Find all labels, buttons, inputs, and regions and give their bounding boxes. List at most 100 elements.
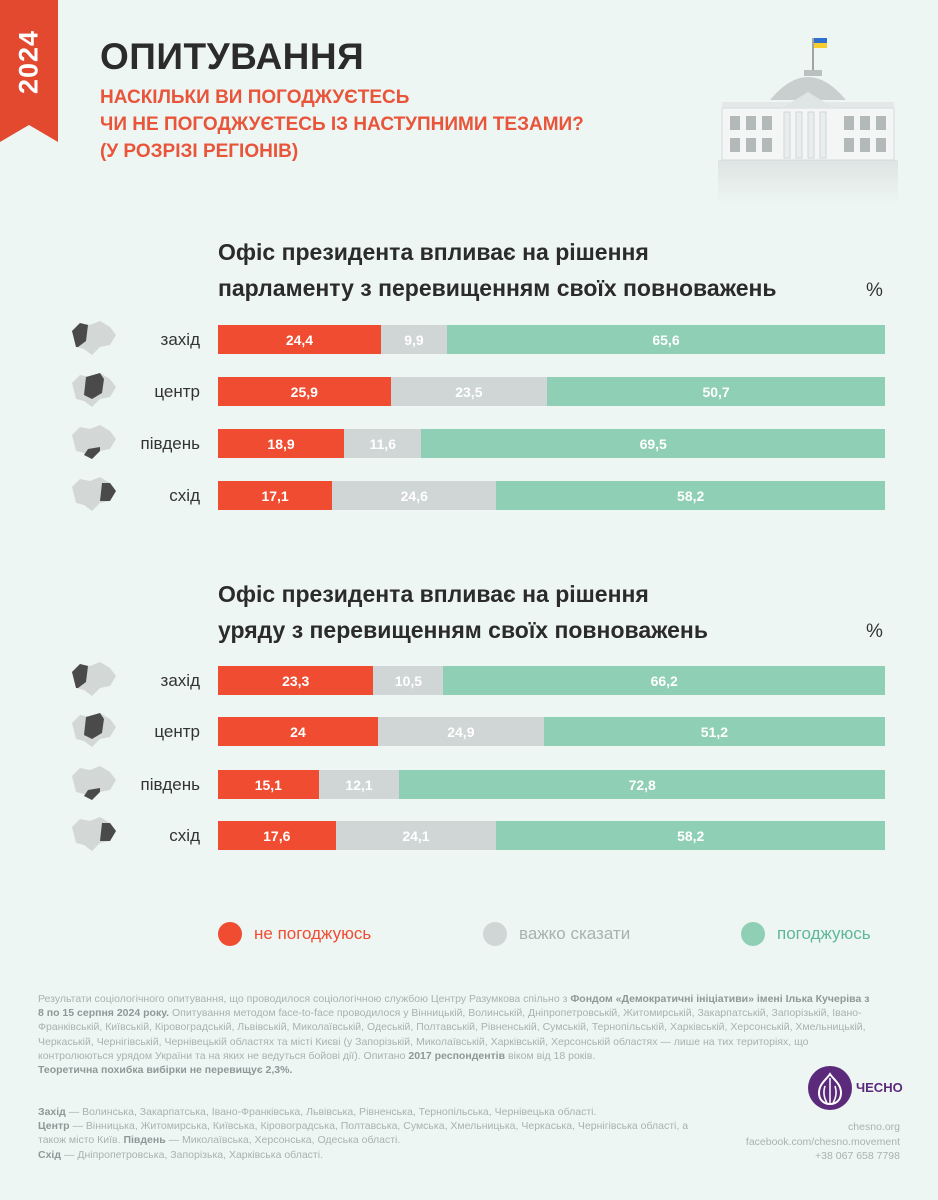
page-subtitle: НАСКІЛЬКИ ВИ ПОГОДЖУЄТЕСЬ ЧИ НЕ ПОГОДЖУЄ… xyxy=(100,84,584,165)
legend-swatch xyxy=(741,922,765,946)
data-label: 24,4 xyxy=(285,331,314,348)
legend-label: важко сказати xyxy=(519,924,631,943)
data-label: 23,3 xyxy=(282,672,310,689)
region-label: південь xyxy=(140,775,200,794)
data-label: 24,6 xyxy=(400,487,428,504)
chart-title-line: Офіс президента впливає на рішення xyxy=(218,239,649,265)
bar-segment-disagree: 24,4 xyxy=(218,325,381,354)
data-label: 69,5 xyxy=(639,435,667,452)
note-text: Опитування методом face-to-face проводил… xyxy=(38,1007,866,1062)
region-label: захід xyxy=(160,330,200,349)
page-title: ОПИТУВАННЯ xyxy=(100,36,365,77)
chart-2-title: Офіс президента впливає на рішення уряду… xyxy=(218,576,708,648)
data-label: 24,9 xyxy=(447,723,475,740)
data-label: 17,6 xyxy=(263,827,291,844)
stacked-bar: 24,4 9,9 65,6 xyxy=(218,325,885,354)
chart-row: схід 17,6 24,1 58,2 xyxy=(70,817,886,851)
bar-segment-hard-to-say: 24,6 xyxy=(332,481,497,510)
data-label: 65,6 xyxy=(652,331,680,348)
chesno-logo-icon xyxy=(808,1066,852,1110)
stacked-bar: 24 24,9 51,2 xyxy=(218,717,885,746)
bar-segment-disagree: 17,1 xyxy=(218,481,333,510)
legend-swatch xyxy=(483,922,507,946)
chart-row: захід 23,3 10,5 66,2 xyxy=(70,662,886,696)
region-name: Південь xyxy=(123,1134,166,1147)
unit-label: % xyxy=(866,621,883,642)
year-label: 2024 xyxy=(13,29,44,95)
subtitle-line: ЧИ НЕ ПОГОДЖУЄТЕСЬ ІЗ НАСТУПНИМИ ТЕЗАМИ? xyxy=(100,114,584,135)
unit-label: % xyxy=(866,280,883,301)
data-label: 58,2 xyxy=(677,827,705,844)
region-label: південь xyxy=(140,434,200,453)
year-ribbon xyxy=(0,0,58,142)
bar-segment-hard-to-say: 24,1 xyxy=(335,821,497,850)
region-text: — Волинська, Закарпатська, Івано-Франків… xyxy=(65,1106,597,1118)
ukraine-east-map-icon xyxy=(72,817,116,851)
note-text: віком від 18 років. xyxy=(505,1049,596,1062)
ukraine-south-map-icon xyxy=(72,425,116,459)
note-bold: Теоретична похибка вибірки не перевищує … xyxy=(38,1064,293,1077)
data-label: 58,2 xyxy=(677,487,705,504)
bar-segment-hard-to-say: 23,5 xyxy=(390,377,548,406)
legend-swatch xyxy=(218,922,242,946)
bar-segment-hard-to-say: 9,9 xyxy=(380,325,447,354)
bar-segment-hard-to-say: 10,5 xyxy=(373,666,444,695)
data-label: 15,1 xyxy=(254,776,282,793)
bar-segment-agree: 51,2 xyxy=(543,717,885,746)
garlic-icon xyxy=(817,1072,843,1106)
regions-note: Захід — Волинська, Закарпатська, Івано-Ф… xyxy=(38,1105,718,1162)
bar-segment-disagree: 18,9 xyxy=(218,429,345,458)
legend-item-disagree: не погоджуюсь xyxy=(218,922,371,946)
bar-segment-hard-to-say: 11,6 xyxy=(344,429,422,458)
bar-segment-agree: 72,8 xyxy=(399,770,885,799)
region-label: захід xyxy=(160,671,200,690)
contacts: chesno.org facebook.com/chesno.movement … xyxy=(746,1120,900,1164)
bar-segment-disagree: 23,3 xyxy=(218,666,374,695)
parliament-building-icon xyxy=(718,38,898,205)
data-label: 11,6 xyxy=(369,435,396,452)
stacked-bar: 18,9 11,6 69,5 xyxy=(218,429,885,458)
logo-name: ЧЕСНО xyxy=(856,1080,903,1095)
data-label: 12,1 xyxy=(345,776,373,793)
ukraine-south-map-icon xyxy=(72,766,116,800)
methodology-note: Результати соціологічного опитування, що… xyxy=(38,992,878,1077)
chart-title-line: парламенту з перевищенням своїх повноваж… xyxy=(218,275,777,301)
data-label: 51,2 xyxy=(700,723,729,740)
bar-segment-disagree: 17,6 xyxy=(218,821,336,850)
bar-segment-agree: 50,7 xyxy=(547,377,885,406)
bar-segment-agree: 58,2 xyxy=(496,481,885,510)
stacked-bar: 17,1 24,6 58,2 xyxy=(218,481,885,510)
ukraine-west-map-icon xyxy=(72,662,116,696)
data-label: 9,9 xyxy=(404,331,424,348)
region-label: схід xyxy=(169,826,200,845)
chart-row: південь 15,1 12,1 72,8 xyxy=(70,766,886,800)
data-label: 50,7 xyxy=(702,383,730,400)
data-label: 66,2 xyxy=(650,672,678,689)
region-text: — Дніпропетровська, Запорізька, Харківсь… xyxy=(61,1148,323,1161)
data-label: 17,1 xyxy=(261,487,289,504)
bar-segment-agree: 69,5 xyxy=(421,429,885,458)
region-name: Центр xyxy=(38,1120,70,1133)
bar-segment-hard-to-say: 12,1 xyxy=(318,770,400,799)
ukraine-east-map-icon xyxy=(72,477,116,511)
contact-facebook: facebook.com/chesno.movement xyxy=(745,1135,900,1148)
legend-item-agree: погоджуюсь xyxy=(741,922,871,946)
region-name: Схід xyxy=(38,1148,62,1161)
stacked-bar: 15,1 12,1 72,8 xyxy=(218,770,885,799)
data-label: 24 xyxy=(290,723,306,740)
bar-segment-disagree: 15,1 xyxy=(218,770,319,799)
ukraine-center-map-icon xyxy=(72,713,116,747)
chart-row: захід 24,4 9,9 65,6 xyxy=(70,321,886,355)
data-label: 18,9 xyxy=(267,435,295,452)
note-bold: Фондом «Демократичні ініціативи» імені І… xyxy=(38,993,870,1020)
data-label: 72,8 xyxy=(628,776,656,793)
bar-segment-agree: 65,6 xyxy=(447,325,885,354)
chart-title-line: уряду з перевищенням своїх повноважень xyxy=(218,617,708,643)
ukraine-west-map-icon xyxy=(72,321,116,355)
bar-segment-agree: 58,2 xyxy=(496,821,885,850)
legend-item-hard-to-say: важко сказати xyxy=(483,922,630,946)
contact-phone: +38 067 658 7798 xyxy=(815,1150,900,1162)
data-label: 24,1 xyxy=(402,827,430,844)
stacked-bar: 25,9 23,5 50,7 xyxy=(218,377,885,406)
legend-label: не погоджуюсь xyxy=(254,924,372,943)
